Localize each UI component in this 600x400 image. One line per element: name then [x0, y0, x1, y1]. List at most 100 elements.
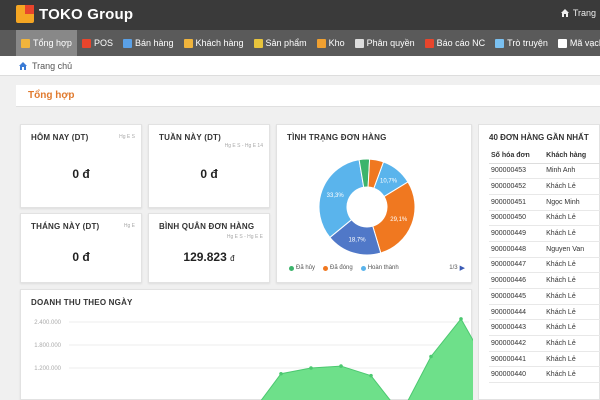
card-title: HÔM NAY (DT) [31, 133, 89, 142]
products-icon [253, 38, 263, 48]
page-title: Tổng hợp [16, 85, 600, 107]
app-name: TOKO Group [39, 5, 134, 23]
table-row[interactable]: 900000444 Khách Lẻ [489, 304, 600, 321]
table-row[interactable]: 900000449 Khách Lẻ [489, 225, 600, 242]
table-row[interactable]: 900000440 Khách Lẻ [489, 366, 600, 384]
table-row[interactable]: 900000451 Ngọc Minh [489, 194, 600, 211]
invoice-number-cell: 900000453 [489, 163, 545, 180]
invoice-number-cell: 900000442 [489, 335, 545, 352]
table-row[interactable]: 900000450 Khách Lẻ [489, 210, 600, 227]
slice-label: 33,3% [327, 193, 345, 199]
user-icon [354, 38, 364, 48]
nav-item-label: POS [93, 38, 113, 48]
nav-item-7[interactable]: Báo cáo NC [420, 30, 491, 56]
breadcrumb-item[interactable]: Trang chủ [32, 60, 73, 71]
invoice-number-cell: 900000451 [489, 194, 545, 211]
invoice-number-cell: 900000450 [489, 210, 545, 227]
nav-item-label: Phân quyền [366, 38, 415, 48]
revenue-chart-card: DOANH THU THEO NGÀY 2.400.000 1.800.000 1.… [20, 289, 473, 400]
nav-item-label: Tổng hợp [33, 38, 72, 48]
logo[interactable]: TOKO Group [16, 5, 133, 23]
nav-item-label: Mã vạch [569, 38, 600, 48]
invoice-number-cell: 900000447 [489, 257, 545, 274]
invoice-number-cell: 900000440 [489, 366, 545, 384]
table-row[interactable]: 900000447 Khách Lẻ [489, 257, 600, 274]
home-link-label: Trang [572, 8, 596, 18]
chat-icon [495, 38, 505, 48]
next-arrow-icon[interactable]: ▶ [459, 265, 465, 272]
customer-cell: Khách Lẻ [544, 351, 600, 368]
revenue-area [260, 318, 473, 400]
nav-item-9[interactable]: Mã vạch [553, 30, 600, 56]
data-point[interactable] [339, 364, 343, 368]
data-point[interactable] [279, 371, 283, 376]
card-value-unit: đ [230, 254, 235, 263]
table-row[interactable]: 900000453 Minh Anh [489, 163, 600, 180]
data-point[interactable] [459, 317, 463, 321]
customer-cell: Minh Anh [544, 163, 600, 180]
nav-item-0[interactable]: Tổng hợp [16, 30, 77, 56]
nav-item-label: Trò truyện [507, 38, 548, 48]
customer-cell: Khách Lẻ [544, 335, 600, 352]
donut-slice[interactable] [318, 159, 365, 239]
nav-item-8[interactable]: Trò truyện [490, 30, 553, 56]
nav-item-4[interactable]: Sản phẩm [249, 30, 312, 56]
chart-icon [122, 38, 132, 48]
nav-item-5[interactable]: Kho [312, 30, 350, 56]
barcode-icon [557, 38, 567, 48]
legend-item[interactable]: Đã đóng [323, 265, 353, 271]
stat-card-today: HÔM NAY (DT) Hg E S 0 đ [20, 124, 142, 208]
customer-cell: Khách Lẻ [544, 319, 600, 337]
customers-icon [183, 38, 193, 48]
customer-cell: Khách Lẻ [544, 178, 600, 195]
y-tick-label: 2.400.000 [34, 320, 61, 326]
table-row[interactable]: 900000446 Khách Lẻ [489, 272, 600, 289]
nav-item-2[interactable]: Bán hàng [118, 30, 179, 56]
dashboard-icon [21, 38, 30, 48]
home-icon[interactable] [18, 61, 28, 71]
legend-item[interactable]: Đã hủy [289, 265, 315, 271]
home-link[interactable]: Trang [560, 8, 596, 18]
data-point[interactable] [429, 354, 433, 359]
card-value: 0 đ [72, 167, 90, 181]
pos-icon [81, 38, 91, 48]
customer-cell: Nguyen Van [544, 241, 600, 258]
data-point[interactable] [369, 373, 373, 378]
table-row[interactable]: 900000445 Khách Lẻ [489, 288, 600, 305]
nav-item-6[interactable]: Phân quyền [350, 30, 420, 56]
card-value-number: 129.823 [183, 250, 227, 264]
invoice-number-cell: 900000445 [489, 288, 545, 305]
top-bar: TOKO Group Trang [0, 0, 600, 30]
slice-label: 10,7% [380, 179, 398, 185]
recent-orders-table: Số hóa đơn Khách hàng 900000453 Minh Anh 90… [489, 148, 600, 384]
customer-cell: Khách Lẻ [544, 210, 600, 227]
column-header: Số hóa đơn [489, 148, 545, 164]
warehouse-icon [316, 38, 326, 48]
donut-slice[interactable] [367, 158, 385, 189]
legend-swatch [289, 265, 294, 271]
table-row[interactable]: 900000441 Khách Lẻ [489, 351, 600, 368]
data-point[interactable] [309, 366, 313, 370]
table-row[interactable]: 900000448 Nguyen Van [489, 241, 600, 258]
nav-item-label: Kho [328, 38, 345, 48]
table-row[interactable]: 900000452 Khách Lẻ [489, 178, 600, 195]
table-row[interactable]: 900000443 Khách Lẻ [489, 319, 600, 337]
nav-item-3[interactable]: Khách hàng [179, 30, 249, 56]
customer-cell: Khách Lẻ [544, 288, 600, 305]
table-row[interactable]: 900000442 Khách Lẻ [489, 335, 600, 352]
card-value: 0 đ [200, 167, 218, 181]
legend-pager[interactable]: 1/3 ▶ [449, 264, 465, 272]
customer-cell: Khách Lẻ [544, 257, 600, 274]
order-status-card: TÌNH TRẠNG ĐƠN HÀNG 10,7% 29,1% 18,7% 33,3%… [276, 124, 472, 283]
card-title: DOANH THU THEO NGÀY [31, 298, 133, 307]
breadcrumb: Trang chủ [0, 56, 600, 76]
nav-item-1[interactable]: POS [77, 30, 118, 56]
pager-label: 1/3 [449, 265, 458, 271]
stat-card-month: THÁNG NÀY (DT) Hg E 0 đ [20, 213, 142, 283]
legend-item[interactable]: Hoàn thành [360, 265, 399, 271]
donut-slice[interactable] [372, 181, 416, 254]
nav-item-label: Khách hàng [195, 38, 244, 48]
card-title: 40 ĐƠN HÀNG GẦN NHẤT [489, 133, 589, 142]
legend-swatch [360, 265, 366, 271]
chart-legend: Đã hủy Đã đóng Hoàn thành [289, 265, 399, 271]
